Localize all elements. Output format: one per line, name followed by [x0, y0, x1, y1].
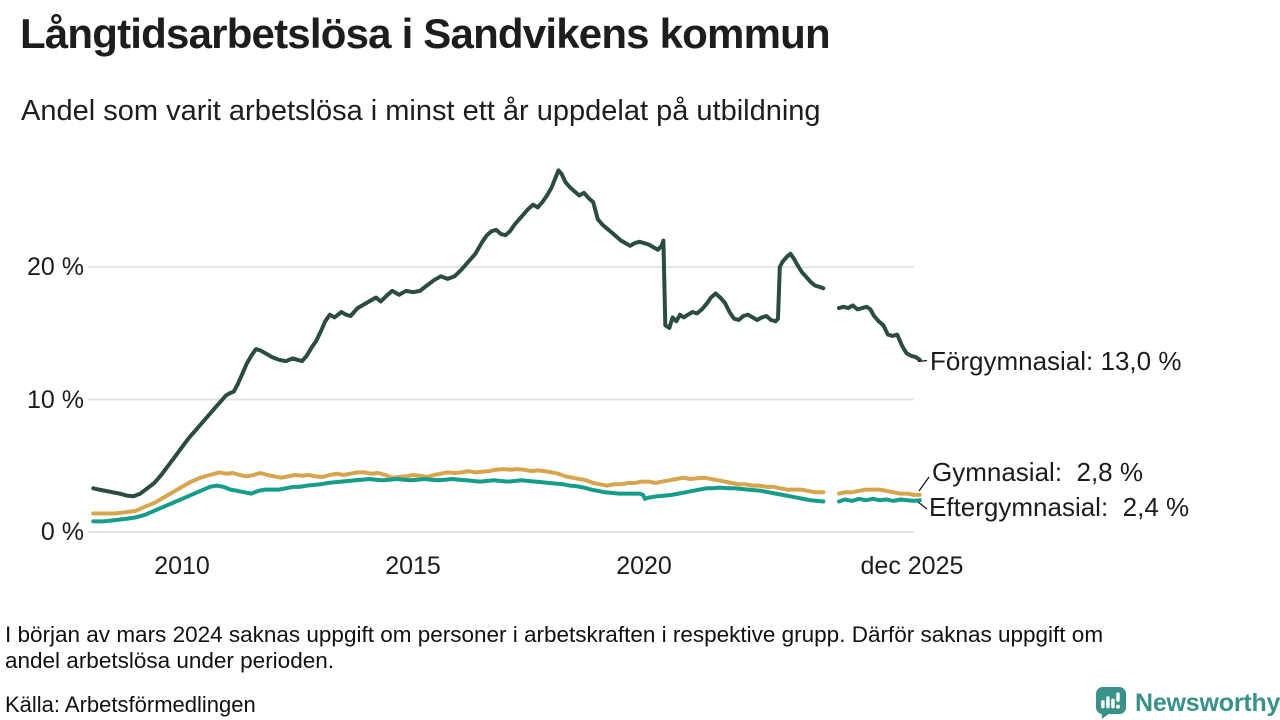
connector-eftergymnasial [917, 501, 928, 510]
page-subtitle: Andel som varit arbetslösa i minst ett å… [21, 95, 821, 127]
y-axis-label: 20 % [27, 253, 84, 281]
newsworthy-branding: Newsworthy [1095, 686, 1280, 720]
x-axis-label: 2010 [154, 552, 210, 580]
connector-gymnasial [918, 476, 930, 492]
source-credit: Källa: Arbetsförmedlingen [5, 692, 256, 717]
newsworthy-logo-text: Newsworthy [1135, 688, 1280, 717]
series-end-label-gymnasial: Gymnasial: 2,8 % [932, 457, 1143, 487]
y-axis-label: 10 % [27, 385, 84, 414]
footnote-line: andel arbetslösa under perioden. [5, 648, 334, 673]
series-end-label-forgymnasial: Förgymnasial: 13,0 % [930, 346, 1182, 376]
x-axis-label: dec 2025 [860, 552, 964, 580]
page-title: Långtidsarbetslösa i Sandvikens kommun [20, 10, 831, 57]
newsworthy-logo-icon [1095, 686, 1127, 720]
gridlines [88, 266, 914, 533]
footnote: I början av mars 2024 saknas uppgift om … [5, 622, 1103, 674]
label-connectors [917, 359, 930, 510]
x-axis-label: 2015 [385, 552, 441, 580]
connector-forgymnasial [917, 359, 928, 363]
footnote-line: I början av mars 2024 saknas uppgift om … [5, 622, 1104, 647]
y-axis-label: 0 % [40, 518, 84, 546]
series-lines [91, 168, 922, 524]
x-axis-label: 2020 [616, 552, 672, 580]
series-end-label-eftergymnasial: Eftergymnasial: 2,4 % [929, 492, 1190, 522]
